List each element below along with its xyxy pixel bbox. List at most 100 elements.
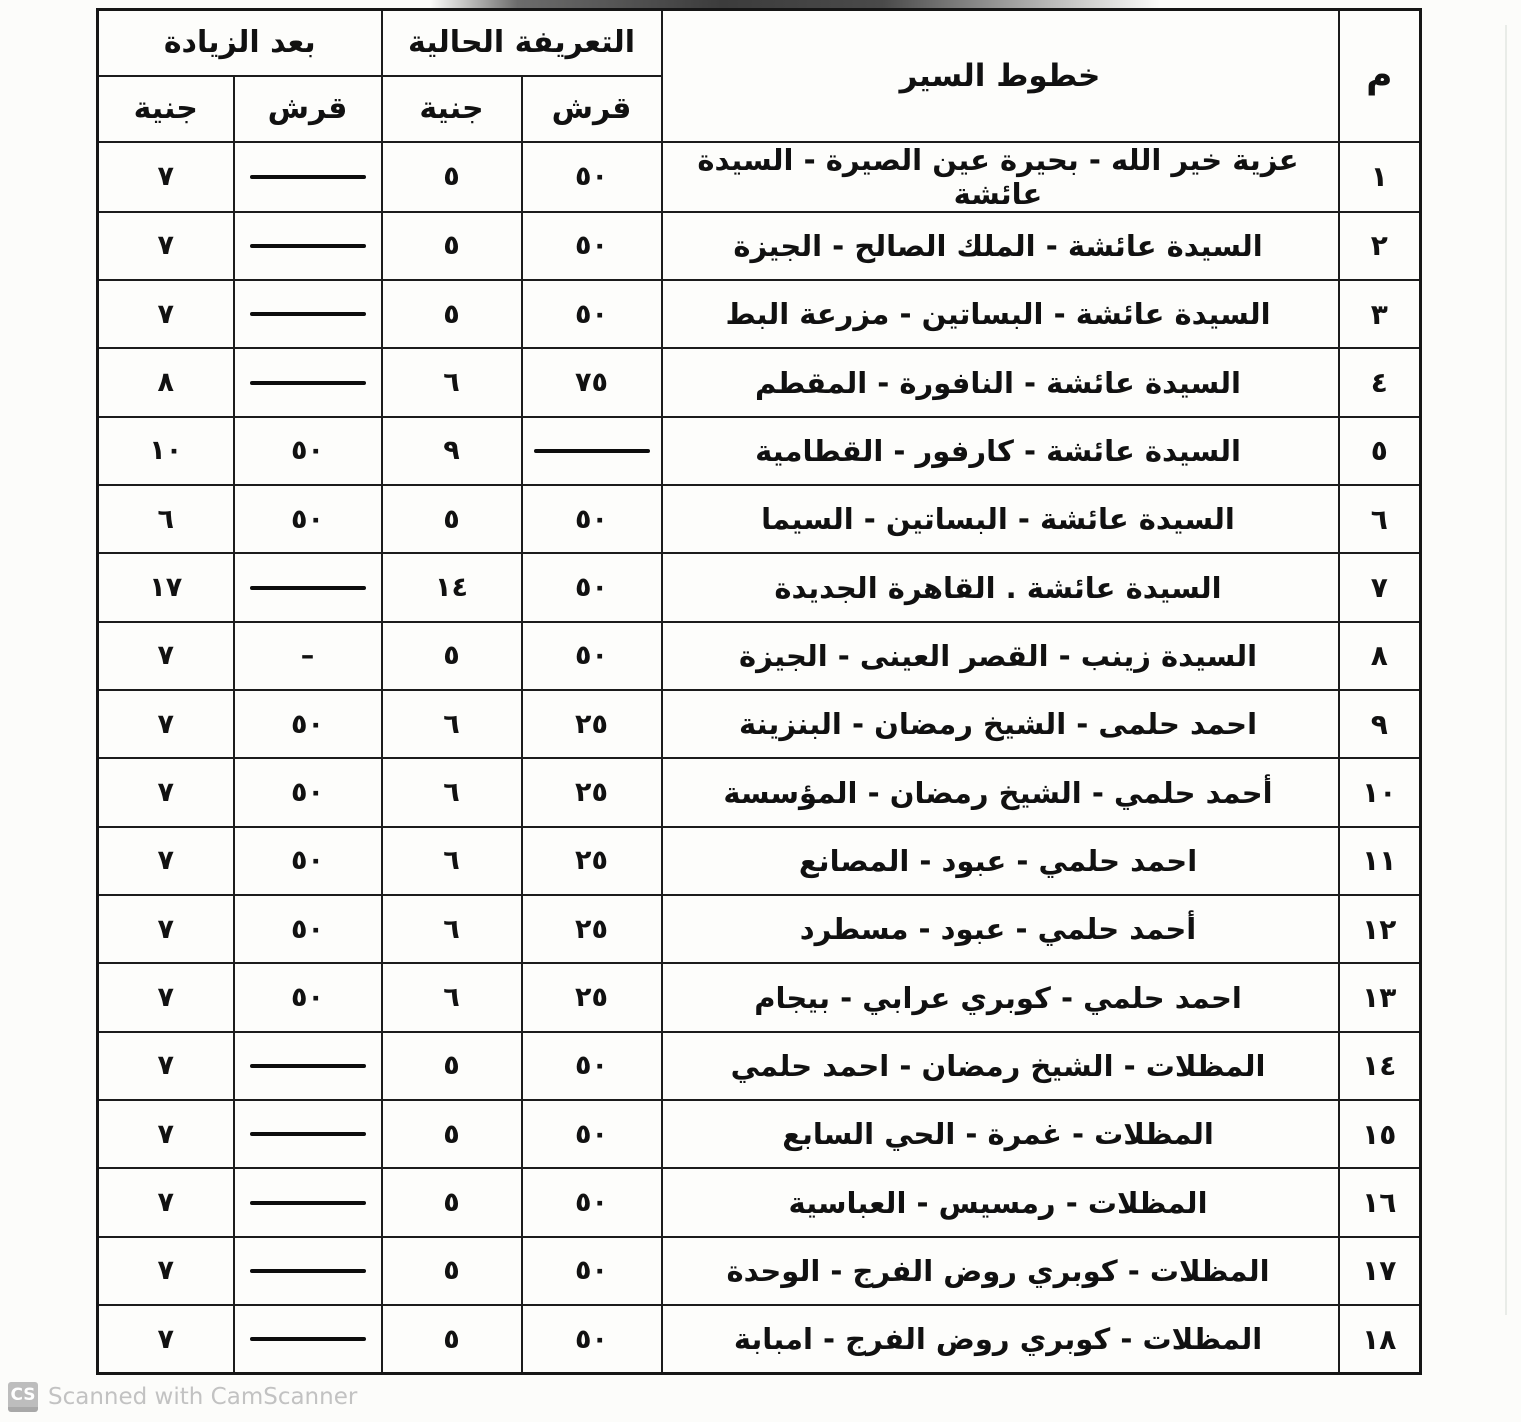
table-row: ١ عزية خير الله - بحيرة عين الصيرة - السي… [96,140,1422,213]
dash-line [249,1268,366,1273]
table-row: ١٧ المظلات - كوبري روض الفرج - الوحدة ٥٠ ٥ ٧ [96,1235,1422,1307]
header-sub-row: قرش جنية قرش جنية [96,74,1421,143]
cell-index: ٧ [1337,552,1422,623]
cell-route: السيدة عائشة - كارفور - القطامية [660,415,1340,487]
table-row: ٩ احمد حلمى - الشيخ رمضان - البنزينة ٢٥ ٦ ٥٠… [96,689,1422,760]
cell-increase-qirsh: – [232,620,383,692]
table-row: ٣ السيدة عائشة - البساتين - مزرعة البط ٥٠ ٥… [96,279,1422,350]
cell-current-qirsh [520,415,663,487]
cell-current-gineh: ٥ [380,1030,523,1102]
scan-shadow-top [430,0,1160,9]
cell-current-qirsh: ٢٥ [520,825,663,897]
cell-increase-qirsh [232,1030,383,1102]
cell-index: ٣ [1337,279,1422,350]
cell-current-gineh: ٦ [380,962,523,1033]
cell-current-gineh: ٥ [380,210,523,282]
table-row: ١٥ المظلات - غمرة - الحي السابع ٥٠ ٥ ٧ [96,1099,1422,1170]
cell-increase-qirsh [232,1304,383,1375]
cell-current-qirsh: ٥٠ [520,279,663,350]
dash-line [249,380,366,385]
cell-current-gineh: ٦ [380,757,523,828]
cell-increase-gineh: ٧ [96,1099,235,1170]
cell-current-gineh: ٥ [380,484,523,555]
cell-increase-gineh: ٦ [96,484,235,555]
cell-current-qirsh: ٢٥ [520,962,663,1033]
cell-increase-gineh: ٨ [96,347,235,418]
cell-increase-qirsh: ٥٠ [232,962,383,1033]
table-row: ١٣ احمد حلمي - كوبري عرابي - بيجام ٢٥ ٦ ٥٠ ٧ [96,962,1422,1033]
cell-increase-gineh: ٧ [96,1030,235,1102]
cell-current-qirsh: ٧٥ [520,347,663,418]
cell-index: ١ [1337,140,1422,213]
cell-index: ١٥ [1337,1099,1422,1170]
cell-increase-gineh: ٧ [96,825,235,897]
cell-current-gineh: ٥ [380,1099,523,1170]
cell-increase-qirsh [232,140,383,213]
cell-index: ٤ [1337,347,1422,418]
cell-route: عزية خير الله - بحيرة عين الصيرة - السيد… [660,140,1340,213]
cell-route: السيدة عائشة . القاهرة الجديدة [660,552,1340,623]
dash-line [249,1200,366,1205]
cell-current-qirsh: ٥٠ [520,1235,663,1307]
cell-current-gineh: ٦ [380,825,523,897]
table-row: ١٤ المظلات - الشيخ رمضان - احمد حلمي ٥٠ ٥ ٧ [96,1030,1422,1102]
cell-increase-qirsh [232,279,383,350]
cell-increase-gineh: ٧ [96,140,235,213]
dash-line [249,1132,366,1137]
cell-current-gineh: ٦ [380,347,523,418]
dash-line [249,312,366,317]
table-row: ٥ السيدة عائشة - كارفور - القطامية ٩ ٥٠ ١٠ [96,415,1422,487]
cell-route: المظلات - كوبري روض الفرج - الوحدة [660,1235,1340,1307]
cell-current-qirsh: ٢٥ [520,689,663,760]
cell-current-gineh: ٦ [380,894,523,965]
cell-increase-qirsh [232,347,383,418]
table-row: ١٨ المظلات - كوبري روض الفرج - امبابة ٥٠ ٥ ٧ [96,1304,1422,1375]
cell-increase-qirsh: ٥٠ [232,757,383,828]
cell-increase-gineh: ٧ [96,689,235,760]
dash-line [249,1063,366,1068]
cell-increase-gineh: ٧ [96,620,235,692]
header-group-row: م خطوط السير التعريفة الحالية بعد الزياد… [96,8,1422,143]
cell-current-qirsh: ٥٠ [520,1099,663,1170]
table-row: ١٢ أحمد حلمي - عبود - مسطرد ٢٥ ٦ ٥٠ ٧ [96,894,1422,965]
cell-route: احمد حلمي - عبود - المصانع [660,825,1340,897]
scan-line-right [1505,25,1507,1315]
cell-index: ١١ [1337,825,1422,897]
cell-index: ٨ [1337,620,1422,692]
col-header-current-gineh: جنية [380,74,523,143]
cell-increase-gineh: ١٧ [96,552,235,623]
cell-route: المظلات - غمرة - الحي السابع [660,1099,1340,1170]
cell-index: ١٠ [1337,757,1422,828]
cell-current-gineh: ٥ [380,279,523,350]
cell-current-qirsh: ٥٠ [520,1030,663,1102]
cell-increase-gineh: ٧ [96,1235,235,1307]
cell-increase-qirsh [232,1235,383,1307]
cell-increase-qirsh: ٥٠ [232,689,383,760]
table-row: ٢ السيدة عائشة - الملك الصالح - الجيزة ٥٠ ٥… [96,210,1422,282]
cell-route: المظلات - رمسيس - العباسية [660,1167,1340,1238]
cell-current-gineh: ٥ [380,140,523,213]
cell-current-qirsh: ٥٠ [520,1167,663,1238]
cell-current-gineh: ٥ [380,1167,523,1238]
table-row: ٦ السيدة عائشة - البساتين - السيما ٥٠ ٥ ٥٠ ٦ [96,484,1422,555]
cell-current-qirsh: ٥٠ [520,552,663,623]
table-row: ١٦ المظلات - رمسيس - العباسية ٥٠ ٥ ٧ [96,1167,1422,1238]
camscanner-text: Scanned with CamScanner [48,1384,358,1410]
cell-current-qirsh: ٥٠ [520,210,663,282]
dash-line [249,1337,366,1342]
dash-line [249,585,366,590]
cell-current-qirsh: ٢٥ [520,894,663,965]
col-header-current-qirsh: قرش [520,74,663,143]
table-row: ٧ السيدة عائشة . القاهرة الجديدة ٥٠ ١٤ ١٧ [96,552,1422,623]
col-header-index: م [1337,8,1422,143]
cell-route: المظلات - كوبري روض الفرج - امبابة [660,1304,1340,1375]
cell-current-qirsh: ٥٠ [520,140,663,213]
dash-line [533,448,650,453]
dash-line [249,174,366,179]
cell-current-qirsh: ٥٠ [520,1304,663,1375]
cell-increase-gineh: ١٠ [96,415,235,487]
cell-current-qirsh: ٢٥ [520,757,663,828]
cell-route: أحمد حلمي - عبود - مسطرد [660,894,1340,965]
cell-increase-qirsh [232,1099,383,1170]
cell-route: احمد حلمى - الشيخ رمضان - البنزينة [660,689,1340,760]
